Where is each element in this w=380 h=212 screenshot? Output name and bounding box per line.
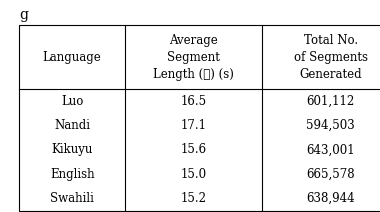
- Text: Nandi: Nandi: [54, 119, 90, 132]
- Text: 665,578: 665,578: [306, 168, 355, 181]
- Text: g: g: [19, 8, 28, 22]
- Text: Luo: Luo: [61, 95, 83, 108]
- Text: 643,001: 643,001: [306, 144, 355, 156]
- Text: 15.6: 15.6: [181, 144, 207, 156]
- Text: 594,503: 594,503: [306, 119, 355, 132]
- Text: Swahili: Swahili: [50, 192, 94, 205]
- Text: 601,112: 601,112: [307, 95, 355, 108]
- Text: English: English: [50, 168, 95, 181]
- Text: Average
Segment
Length (ℓ) (s): Average Segment Length (ℓ) (s): [154, 34, 234, 81]
- Text: 16.5: 16.5: [181, 95, 207, 108]
- Text: Language: Language: [43, 51, 101, 64]
- Bar: [19, 25, 380, 211]
- Text: 15.0: 15.0: [181, 168, 207, 181]
- Text: Kikuyu: Kikuyu: [52, 144, 93, 156]
- Text: Total No.
of Segments
Generated: Total No. of Segments Generated: [294, 34, 367, 81]
- Text: 17.1: 17.1: [181, 119, 207, 132]
- Text: 638,944: 638,944: [306, 192, 355, 205]
- Text: 15.2: 15.2: [181, 192, 207, 205]
